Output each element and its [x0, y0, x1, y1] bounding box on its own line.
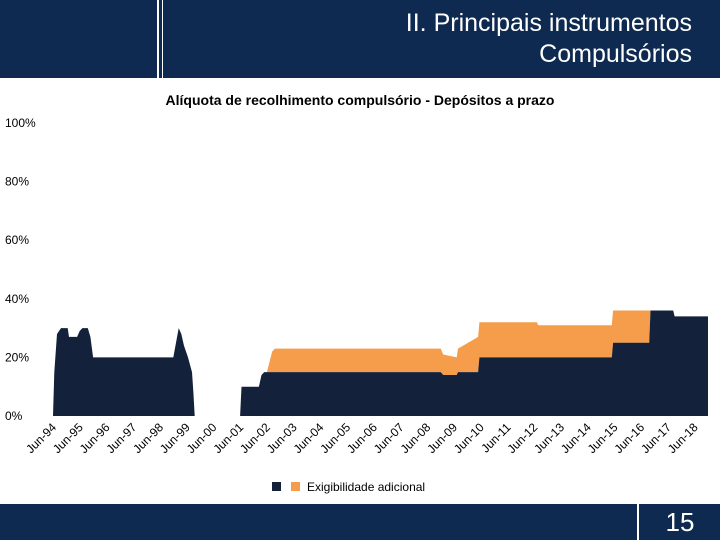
series-area-exigibilidade-adicional [53, 310, 708, 416]
chart-areas [53, 310, 708, 416]
legend-swatch-base [272, 482, 281, 491]
x-tick-label: Jun-18 [665, 420, 701, 456]
header-bar [0, 0, 720, 78]
legend-swatch-additional [291, 482, 300, 491]
chart-legend: Exigibilidade adicional [272, 480, 425, 494]
header-divider [157, 0, 159, 78]
slide-title-line1: II. Principais instrumentos [405, 9, 692, 37]
area-chart: Alíquota de recolhimento compulsório - D… [5, 92, 708, 494]
chart-title: Alíquota de recolhimento compulsório - D… [166, 92, 555, 108]
y-tick-label: 100% [5, 116, 36, 130]
y-tick-label: 40% [5, 292, 29, 306]
y-tick-label: 60% [5, 233, 29, 247]
y-tick-label: 0% [5, 409, 23, 423]
page-number: 15 [665, 507, 695, 537]
legend-label-additional: Exigibilidade adicional [307, 480, 425, 494]
header-divider-thin [162, 0, 163, 78]
x-axis-ticks: Jun-94Jun-95Jun-96Jun-97Jun-98Jun-99Jun-… [23, 420, 701, 456]
footer-bar [0, 504, 720, 540]
slide-title-line2: Compulsórios [539, 40, 692, 68]
y-tick-label: 80% [5, 175, 29, 189]
y-tick-label: 20% [5, 350, 29, 364]
y-axis-ticks: 0% 20% 40% 60% 80% 100% [5, 116, 36, 423]
x-tick-label: Jun-10 [451, 420, 487, 456]
slide-title: II. Principais instrumentos Compulsórios [172, 8, 692, 70]
series-area-base [53, 310, 708, 416]
footer-divider [637, 504, 639, 540]
